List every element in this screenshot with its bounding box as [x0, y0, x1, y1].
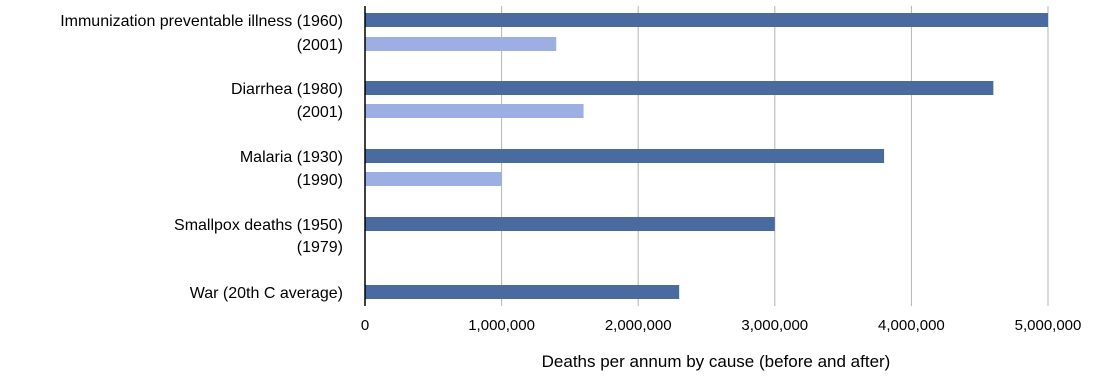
category-label: Diarrhea (1980)	[231, 81, 343, 98]
x-axis-title: Deaths per annum by cause (before and af…	[542, 352, 891, 371]
x-tick-label: 4,000,000	[878, 317, 945, 334]
bar	[365, 172, 502, 186]
category-label: (1979)	[297, 239, 343, 256]
bar	[365, 37, 557, 51]
category-label: War (20th C average)	[190, 285, 343, 302]
x-tick-label: 3,000,000	[741, 317, 808, 334]
x-tick-label: 0	[361, 317, 369, 334]
x-tick-label: 5,000,000	[1015, 317, 1082, 334]
category-labels: Immunization preventable illness (1960) (…	[60, 13, 343, 302]
category-label: (1990)	[297, 172, 343, 189]
category-label: Malaria (1930)	[240, 149, 343, 166]
bar	[365, 217, 775, 231]
bar	[365, 13, 1048, 27]
bars	[365, 13, 1048, 299]
x-tick-labels: 0 1,000,000 2,000,000 3,000,000 4,000,000 5,0…	[361, 317, 1082, 334]
x-tick-label: 2,000,000	[605, 317, 672, 334]
bar	[365, 104, 584, 118]
x-tick-label: 1,000,000	[468, 317, 535, 334]
bar	[365, 285, 680, 299]
category-label: (2001)	[297, 104, 343, 121]
category-label: Smallpox deaths (1950)	[174, 217, 343, 234]
category-label: Immunization preventable illness (1960)	[60, 13, 343, 30]
bar	[365, 81, 994, 95]
category-label: (2001)	[297, 37, 343, 54]
bar	[365, 149, 885, 163]
